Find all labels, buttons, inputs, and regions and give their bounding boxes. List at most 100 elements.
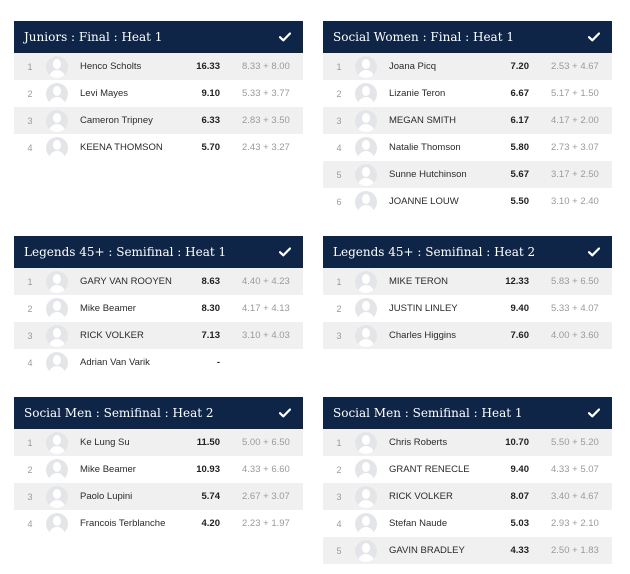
total-score: 9.10 [201,88,221,99]
athlete-row[interactable]: 2 Lizanie Teron 6.67 5.17 + 1.50 [323,80,612,107]
heat-results-list: 1 Ke Lung Su 11.50 5.00 + 6.50 2 Mike Beamer 1… [14,429,303,537]
athlete-row[interactable]: 3 RICK VOLKER 7.13 3.10 + 4.03 [14,322,303,349]
athlete-row[interactable]: 2 Levi Mayes 9.10 5.33 + 3.77 [14,80,303,107]
total-score: - [216,357,220,368]
athlete-name: MEGAN SMITH [389,115,457,126]
avatar-icon [355,270,377,293]
total-score: 9.40 [510,464,530,475]
athlete-row[interactable]: 1 Henco Scholts 16.33 8.33 + 8.00 [14,53,303,80]
athlete-row[interactable]: 1 Ke Lung Su 11.50 5.00 + 6.50 [14,429,303,456]
athlete-row[interactable]: 2 Mike Beamer 10.93 4.33 + 6.60 [14,456,303,483]
rank: 4 [336,518,342,529]
rank: 2 [336,303,342,314]
wave-scores: 2.43 + 3.27 [242,142,290,153]
athlete-name: Adrian Van Varik [80,357,150,368]
avatar-icon [46,512,68,535]
wave-scores: 2.73 + 3.07 [551,142,599,153]
avatar-icon [46,109,68,132]
check-icon [279,245,293,259]
athlete-row[interactable]: 5 Sunne Hutchinson 5.67 3.17 + 2.50 [323,161,612,188]
total-score: 7.60 [510,330,530,341]
athlete-name: Ke Lung Su [80,437,130,448]
athlete-name: Charles Higgins [389,330,457,341]
heat-card: Social Women : Final : Heat 1 1 Joana Picq… [323,21,612,215]
athlete-name: Natalie Thomson [389,142,461,153]
total-score: 7.13 [201,330,221,341]
wave-scores: 4.00 + 3.60 [551,330,599,341]
rank: 4 [27,142,33,153]
wave-scores: 2.23 + 1.97 [242,518,290,529]
athlete-row[interactable]: 4 Natalie Thomson 5.80 2.73 + 3.07 [323,134,612,161]
athlete-name: Henco Scholts [80,61,142,72]
total-score: 6.17 [510,115,530,126]
total-score: 5.67 [510,169,530,180]
athlete-row[interactable]: 4 Stefan Naude 5.03 2.93 + 2.10 [323,510,612,537]
avatar-icon [46,270,68,293]
rank: 6 [336,196,342,207]
avatar-icon [355,539,377,562]
total-score: 5.03 [510,518,530,529]
athlete-row[interactable]: 3 Charles Higgins 7.60 4.00 + 3.60 [323,322,612,349]
athlete-row[interactable]: 1 Joana Picq 7.20 2.53 + 4.67 [323,53,612,80]
avatar-icon [355,109,377,132]
rank: 2 [27,464,33,475]
wave-scores: 8.33 + 8.00 [242,61,290,72]
check-icon [588,406,602,420]
avatar-icon [46,55,68,78]
avatar-icon [355,163,377,186]
rank: 5 [336,169,342,180]
rank: 4 [27,518,33,529]
athlete-row[interactable]: 4 KEENA THOMSON 5.70 2.43 + 3.27 [14,134,303,161]
avatar-icon [355,324,377,347]
athlete-row[interactable]: 3 MEGAN SMITH 6.17 4.17 + 2.00 [323,107,612,134]
athlete-name: Lizanie Teron [389,88,446,99]
athlete-row[interactable]: 1 MIKE TERON 12.33 5.83 + 6.50 [323,268,612,295]
check-icon [279,406,293,420]
wave-scores: 4.33 + 5.07 [551,464,599,475]
avatar-icon [355,485,377,508]
check-icon [588,30,602,44]
athlete-name: Sunne Hutchinson [389,169,467,180]
athlete-row[interactable]: 3 Paolo Lupini 5.74 2.67 + 3.07 [14,483,303,510]
wave-scores: 2.53 + 4.67 [551,61,599,72]
rank: 2 [27,88,33,99]
total-score: 5.80 [510,142,530,153]
check-icon [588,245,602,259]
rank: 5 [336,545,342,556]
heat-results-list: 1 Henco Scholts 16.33 8.33 + 8.00 2 Levi Maye… [14,53,303,161]
athlete-row[interactable]: 1 GARY VAN ROOYEN 8.63 4.40 + 4.23 [14,268,303,295]
athlete-row[interactable]: 6 JOANNE LOUW 5.50 3.10 + 2.40 [323,188,612,215]
athlete-row[interactable]: 4 Francois Terblanche 4.20 2.23 + 1.97 [14,510,303,537]
athlete-row[interactable]: 2 JUSTIN LINLEY 9.40 5.33 + 4.07 [323,295,612,322]
athlete-name: GRANT RENECLE [389,464,470,475]
rank: 4 [27,357,33,368]
athlete-row[interactable]: 4 Adrian Van Varik - [14,349,303,376]
total-score: 12.33 [505,276,529,287]
total-score: 11.50 [196,437,220,448]
total-score: 8.63 [201,276,221,287]
rank: 3 [27,115,33,126]
athlete-name: MIKE TERON [389,276,448,287]
athlete-row[interactable]: 3 Cameron Tripney 6.33 2.83 + 3.50 [14,107,303,134]
athlete-name: Chris Roberts [389,437,448,448]
total-score: 7.20 [510,61,530,72]
athlete-row[interactable]: 3 RICK VOLKER 8.07 3.40 + 4.67 [323,483,612,510]
total-score: 5.70 [201,142,221,153]
avatar-icon [46,324,68,347]
avatar-icon [46,82,68,105]
athlete-row[interactable]: 2 GRANT RENECLE 9.40 4.33 + 5.07 [323,456,612,483]
wave-scores: 5.50 + 5.20 [551,437,599,448]
heat-title: Social Men : Semifinal : Heat 2 [24,406,214,420]
heat-card: Social Men : Semifinal : Heat 1 1 Chris Ro… [323,397,612,564]
heat-header: Social Men : Semifinal : Heat 2 [14,397,303,429]
heat-header: Legends 45+ : Semifinal : Heat 2 [323,236,612,268]
wave-scores: 5.00 + 6.50 [242,437,290,448]
total-score: 8.30 [201,303,221,314]
athlete-name: Levi Mayes [80,88,129,99]
athlete-row[interactable]: 2 Mike Beamer 8.30 4.17 + 4.13 [14,295,303,322]
avatar-icon [355,190,377,213]
athlete-row[interactable]: 1 Chris Roberts 10.70 5.50 + 5.20 [323,429,612,456]
wave-scores: 4.40 + 4.23 [242,276,290,287]
athlete-row[interactable]: 5 GAVIN BRADLEY 4.33 2.50 + 1.83 [323,537,612,564]
total-score: 6.33 [201,115,221,126]
